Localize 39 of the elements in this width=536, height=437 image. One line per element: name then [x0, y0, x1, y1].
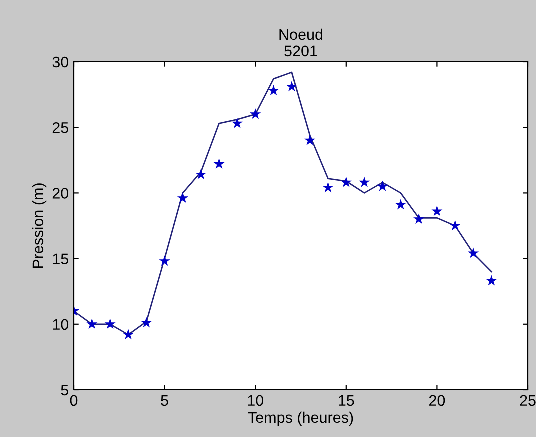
- y-tick-label: 25: [52, 122, 68, 134]
- x-tick-label: 15: [339, 395, 354, 406]
- point: [432, 206, 443, 216]
- chart-title: Noeud: [280, 28, 323, 40]
- x-axis-title: Temps (heures): [248, 412, 354, 426]
- point: [359, 176, 370, 188]
- point: [304, 134, 316, 146]
- y-tick-label: 15: [53, 254, 68, 264]
- point: [177, 192, 188, 204]
- point: [395, 199, 406, 210]
- point: [122, 329, 134, 340]
- point: [286, 81, 298, 92]
- point: [214, 158, 225, 170]
- x-tick-label: 20: [429, 395, 446, 406]
- point: [232, 118, 243, 128]
- point: [486, 275, 498, 286]
- y-tick-label: 5: [61, 385, 68, 396]
- point: [141, 317, 152, 328]
- y-tick-label: 30: [52, 56, 69, 68]
- chart-subtitle: 5201: [284, 46, 318, 57]
- y-tick-label: 20: [52, 188, 69, 199]
- point: [86, 318, 98, 330]
- point: [322, 182, 334, 193]
- point: [159, 256, 170, 266]
- y-tick-label: 10: [53, 319, 69, 330]
- y-axis-title: Pression (m): [32, 184, 47, 268]
- point: [468, 248, 480, 258]
- point: [377, 180, 388, 192]
- point: [250, 108, 262, 120]
- x-tick-label: 0: [70, 395, 78, 406]
- point: [104, 318, 116, 330]
- x-tick-label: 5: [161, 395, 168, 406]
- point: [414, 214, 425, 224]
- x-tick-label: 25: [520, 395, 536, 406]
- point: [196, 169, 207, 180]
- point: [340, 176, 352, 188]
- point: [268, 85, 280, 96]
- x-tick-label: 10: [248, 395, 264, 406]
- point: [450, 220, 461, 231]
